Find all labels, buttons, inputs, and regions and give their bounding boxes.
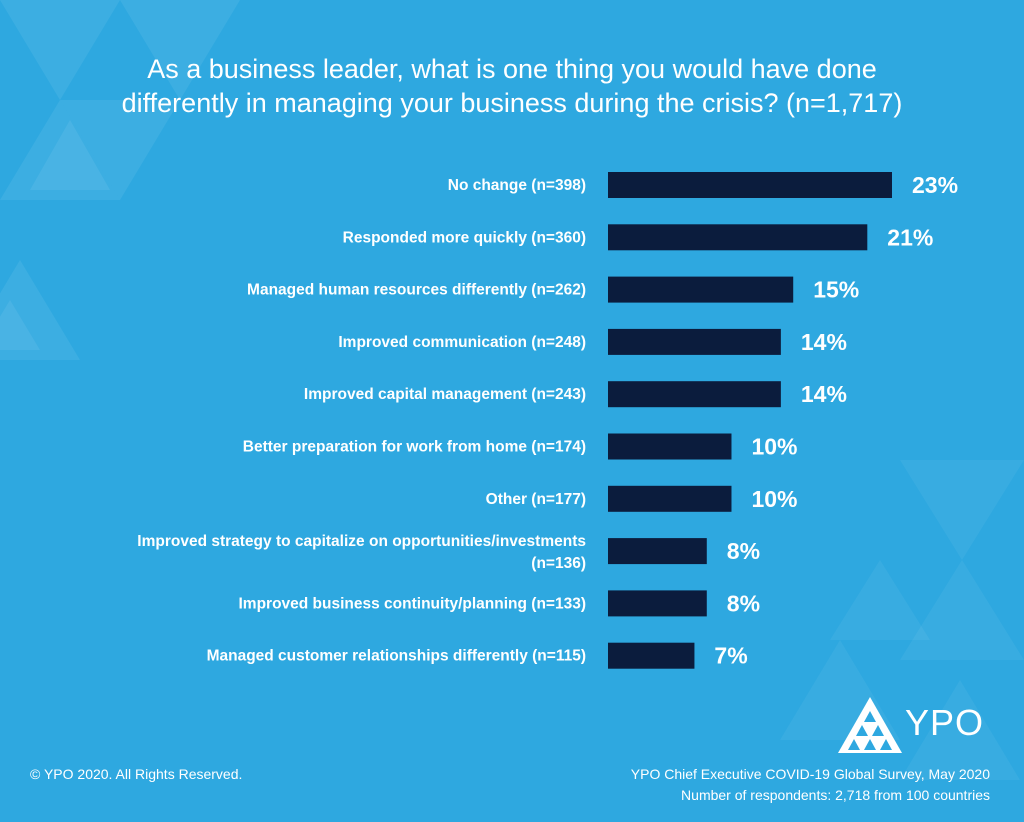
- value-label-4: 14%: [801, 329, 847, 355]
- value-label-6: 10%: [751, 434, 797, 460]
- value-label-3: 15%: [813, 277, 859, 303]
- bar-8: [608, 538, 707, 565]
- bar-7: [608, 485, 732, 512]
- bar-6: [608, 433, 732, 460]
- category-label-6: Better preparation for work from home (n…: [243, 439, 586, 456]
- title-line-2: differently in managing your business du…: [121, 88, 903, 118]
- category-label-3: Managed human resources differently (n=2…: [247, 282, 586, 299]
- chart-title: As a business leader, what is one thing …: [0, 52, 1024, 120]
- bar-9: [608, 590, 707, 617]
- bar-5: [608, 381, 781, 408]
- category-label-8-line-1: Improved strategy to capitalize on oppor…: [137, 533, 586, 550]
- value-label-9: 8%: [727, 590, 760, 616]
- value-label-5: 14%: [801, 381, 847, 407]
- source-line-2: Number of respondents: 2,718 from 100 co…: [681, 787, 990, 803]
- copyright-text: © YPO 2020. All Rights Reserved.: [30, 766, 243, 782]
- category-label-9: Improved business continuity/planning (n…: [238, 595, 586, 612]
- bar-10: [608, 642, 695, 669]
- category-label-7: Other (n=177): [486, 491, 586, 508]
- title-line-1: As a business leader, what is one thing …: [147, 54, 877, 84]
- bar-2: [608, 224, 868, 251]
- category-label-1: No change (n=398): [448, 177, 586, 194]
- source-line-1: YPO Chief Executive COVID-19 Global Surv…: [630, 766, 990, 782]
- category-label-2: Responded more quickly (n=360): [343, 229, 586, 246]
- category-label-10: Managed customer relationships different…: [207, 648, 586, 665]
- ypo-logo-text: YPO: [905, 702, 985, 743]
- value-label-10: 7%: [714, 643, 747, 669]
- source-note: YPO Chief Executive COVID-19 Global Surv…: [631, 764, 990, 806]
- category-label-8-line-2: (n=136): [531, 555, 586, 572]
- ypo-triangle-logo-icon: [838, 697, 902, 753]
- bar-4: [608, 328, 781, 355]
- bar-3: [608, 276, 794, 303]
- value-label-8: 8%: [727, 538, 760, 564]
- category-label-4: Improved communication (n=248): [338, 334, 586, 351]
- value-label-2: 21%: [887, 224, 933, 250]
- value-label-1: 23%: [912, 172, 958, 198]
- bar-1: [608, 172, 892, 198]
- category-label-5: Improved capital management (n=243): [304, 386, 586, 403]
- value-label-7: 10%: [751, 486, 797, 512]
